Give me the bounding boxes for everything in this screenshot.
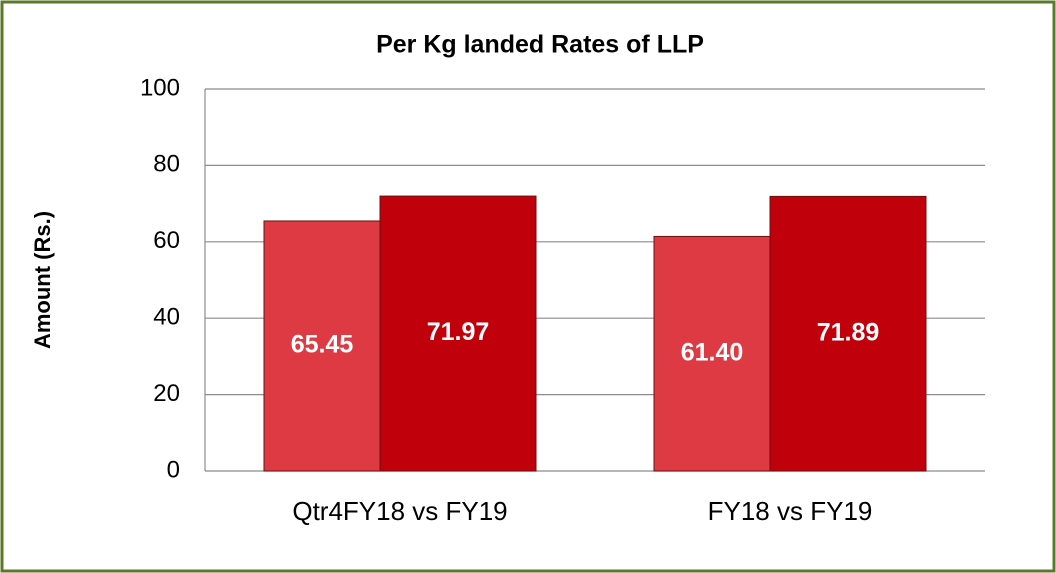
data-label: 61.40 <box>681 338 744 366</box>
y-tick-label: 0 <box>167 456 180 483</box>
chart-title: Per Kg landed Rates of LLP <box>376 31 704 59</box>
bar <box>769 195 927 472</box>
x-tick-label: FY18 vs FY19 <box>708 496 873 526</box>
y-tick-label: 100 <box>140 74 180 101</box>
bar <box>653 235 771 472</box>
data-label: 65.45 <box>291 331 354 359</box>
y-tick-label: 20 <box>153 380 180 407</box>
x-tick-label: Qtr4FY18 vs FY19 <box>292 496 507 526</box>
y-tick-label: 60 <box>153 227 180 254</box>
y-axis-label: Amount (Rs.) <box>30 211 55 349</box>
y-tick-label: 40 <box>153 304 180 331</box>
data-label: 71.89 <box>817 318 880 346</box>
bar <box>379 195 537 472</box>
bar <box>263 220 381 472</box>
y-tick-label: 80 <box>153 151 180 178</box>
data-label: 71.97 <box>427 318 490 346</box>
